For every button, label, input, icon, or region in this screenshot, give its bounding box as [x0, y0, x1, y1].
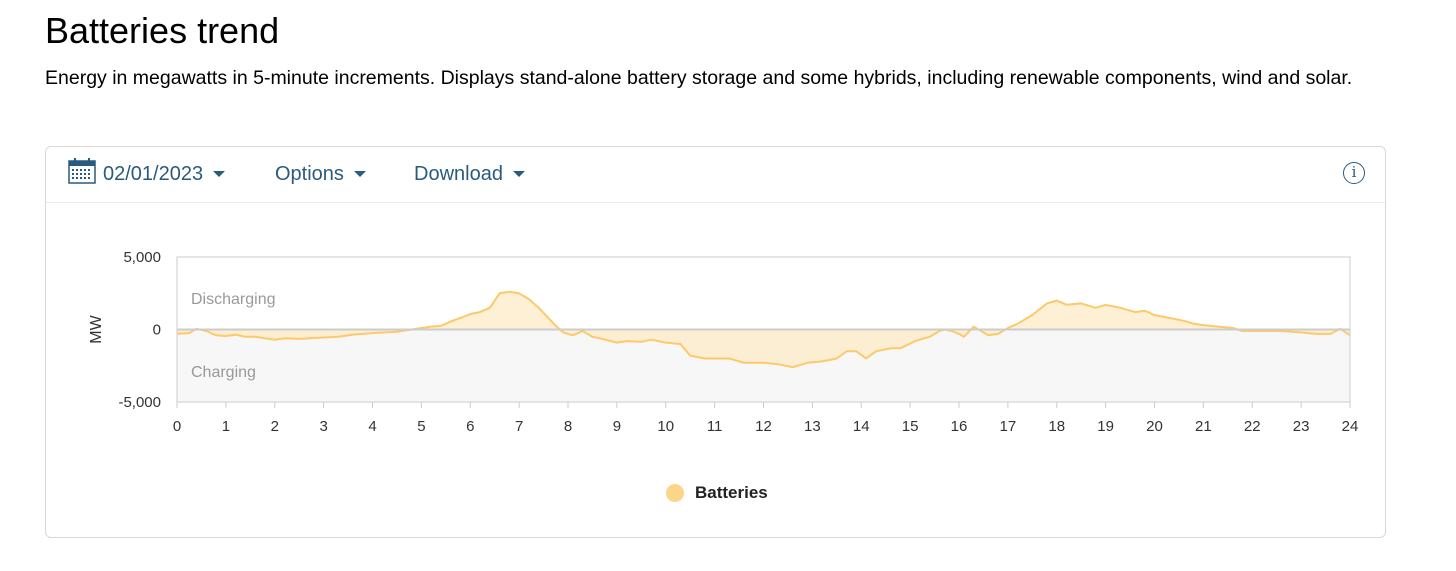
calendar-icon: [68, 158, 96, 190]
x-tick-label: 3: [319, 418, 327, 435]
options-label: Options: [275, 162, 344, 185]
x-tick-label: 2: [271, 418, 279, 435]
x-tick-label: 12: [755, 418, 772, 435]
x-tick-label: 1: [222, 418, 230, 435]
charging-label: Charging: [191, 364, 256, 381]
x-tick-label: 7: [515, 418, 523, 435]
discharging-label: Discharging: [191, 291, 275, 308]
page-description: Energy in megawatts in 5-minute incremen…: [45, 67, 1353, 89]
info-icon[interactable]: i: [1343, 162, 1365, 184]
x-tick-label: 9: [613, 418, 621, 435]
y-tick-label: 0: [153, 322, 161, 339]
x-tick-label: 14: [853, 418, 870, 435]
x-tick-label: 20: [1146, 418, 1163, 435]
options-dropdown[interactable]: Options: [275, 159, 366, 189]
page-title: Batteries trend: [45, 10, 280, 51]
legend-label: Batteries: [695, 483, 768, 502]
chevron-down-icon: [512, 171, 525, 177]
x-tick-label: 19: [1097, 418, 1114, 435]
x-tick-label: 0: [173, 418, 181, 435]
download-dropdown[interactable]: Download: [414, 159, 525, 189]
y-axis-label: MW: [88, 314, 105, 343]
x-tick-label: 4: [368, 418, 376, 435]
x-tick-label: 13: [804, 418, 821, 435]
chart-toolbar: 02/01/2023 Options Download i: [46, 147, 1385, 203]
date-picker-button[interactable]: 02/01/2023: [68, 158, 226, 190]
x-tick-label: 23: [1293, 418, 1310, 435]
y-tick-label: -5,000: [118, 394, 161, 411]
chevron-down-icon: [213, 171, 226, 177]
x-tick-label: 11: [707, 418, 723, 435]
batteries-line: [176, 290, 1351, 369]
date-label: 02/01/2023: [103, 162, 204, 185]
x-tick-label: 15: [902, 418, 919, 435]
chart-panel: 02/01/2023 Options Download i Dischargin…: [45, 146, 1386, 538]
legend-item-batteries[interactable]: Batteries: [666, 483, 768, 503]
y-tick-label: 5,000: [123, 249, 161, 266]
legend-marker: [666, 484, 684, 502]
x-tick-label: 10: [657, 418, 674, 435]
download-label: Download: [414, 162, 503, 185]
x-tick-label: 16: [951, 418, 968, 435]
x-tick-label: 21: [1195, 418, 1212, 435]
x-tick-label: 17: [1000, 418, 1017, 435]
chevron-down-icon: [353, 171, 366, 177]
x-tick-label: 5: [417, 418, 425, 435]
x-tick-label: 22: [1244, 418, 1261, 435]
x-tick-label: 6: [466, 418, 474, 435]
x-tick-label: 24: [1342, 418, 1359, 435]
x-tick-label: 8: [564, 418, 572, 435]
x-tick-label: 18: [1048, 418, 1065, 435]
